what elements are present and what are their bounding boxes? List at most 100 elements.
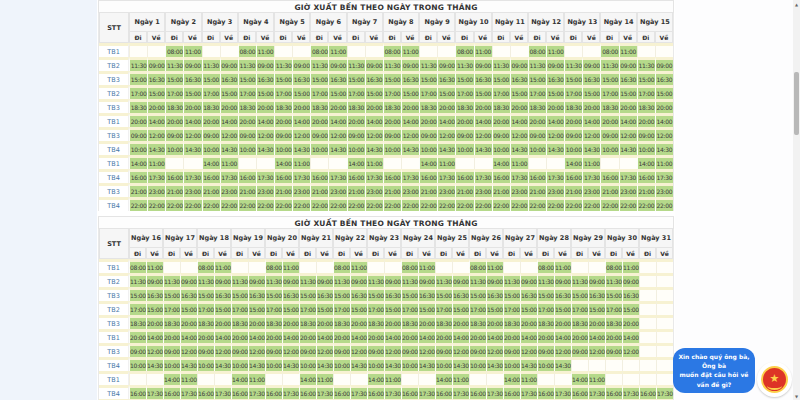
- return-time-cell: 14:30: [248, 357, 265, 371]
- depart-time-cell: [605, 357, 622, 371]
- depart-time-cell: [299, 259, 316, 273]
- depart-time-cell: 10:00: [274, 141, 292, 155]
- depart-time-cell: 16:00: [202, 169, 220, 183]
- depart-time-cell: 17:00: [455, 85, 473, 99]
- depart-time-cell: 15:00: [637, 71, 655, 85]
- scroll-down-icon[interactable]: ▼: [793, 392, 800, 400]
- return-time-cell: 11:00: [418, 259, 435, 273]
- depart-time-cell: 18:30: [367, 315, 384, 329]
- chat-greeting-bubble[interactable]: Xin chào quý ông bà, Ông bà muốn đặt câu…: [673, 348, 755, 393]
- depart-time-cell: 08:00: [605, 259, 622, 273]
- return-time-cell: 20:00: [546, 99, 564, 113]
- depart-time-cell: 17:00: [637, 85, 655, 99]
- day-header: Ngày 13: [564, 13, 600, 32]
- return-time-cell: 17:30: [384, 385, 401, 399]
- depart-time-cell: [605, 371, 622, 385]
- depart-time-cell: [333, 371, 350, 385]
- return-time-cell: 09:00: [452, 273, 469, 287]
- depart-time-cell: 17:00: [571, 301, 588, 315]
- depart-time-cell: 09:00: [503, 343, 520, 357]
- table-grid: STTNgày 16Ngày 17Ngày 18Ngày 19Ngày 20Ng…: [98, 229, 674, 400]
- depart-time-cell: 08:00: [600, 43, 618, 57]
- return-time-cell: 23:00: [147, 183, 165, 197]
- day-header: Ngày 15: [637, 13, 673, 32]
- depart-time-cell: [163, 259, 180, 273]
- return-time-cell: 14:30: [214, 357, 231, 371]
- day-header: Ngày 27: [503, 229, 537, 248]
- depart-time-cell: 14:00: [492, 155, 510, 169]
- depart-time-cell: 22:00: [419, 197, 437, 211]
- vertical-scrollbar[interactable]: ▲ ▼: [793, 0, 800, 400]
- return-time-cell: 14:30: [146, 357, 163, 371]
- return-time-cell: [520, 259, 537, 273]
- return-time-cell: [588, 259, 605, 273]
- return-time-cell: 20:00: [146, 315, 163, 329]
- return-time-cell: 11:00: [452, 371, 469, 385]
- depart-time-cell: 15:00: [435, 287, 452, 301]
- return-time-cell: 14:00: [256, 113, 274, 127]
- depart-time-cell: 15:00: [238, 71, 256, 85]
- return-time-cell: 09:00: [147, 57, 165, 71]
- return-subheader: Về: [365, 32, 383, 43]
- depart-time-cell: 10:00: [435, 357, 452, 371]
- depart-time-cell: 16:00: [347, 169, 365, 183]
- depart-subheader: Đi: [238, 32, 256, 43]
- return-time-cell: 14:00: [474, 113, 492, 127]
- scrollbar-thumb[interactable]: [794, 72, 799, 135]
- return-time-cell: 14:00: [520, 329, 537, 343]
- depart-time-cell: 22:00: [129, 197, 147, 211]
- return-subheader: Về: [622, 248, 639, 259]
- scroll-up-icon[interactable]: ▲: [793, 0, 800, 8]
- return-time-cell: 09:00: [214, 273, 231, 287]
- depart-time-cell: 18:30: [333, 315, 350, 329]
- return-time-cell: 16:30: [384, 287, 401, 301]
- return-time-cell: [214, 371, 231, 385]
- depart-time-cell: 17:00: [367, 301, 384, 315]
- depart-time-cell: 11:30: [469, 273, 486, 287]
- depart-time-cell: 14:00: [637, 155, 655, 169]
- depart-time-cell: 10:00: [265, 357, 282, 371]
- return-time-cell: 15:00: [510, 85, 528, 99]
- stt-header: STT: [99, 13, 129, 43]
- return-time-cell: 12:00: [248, 343, 265, 357]
- depart-time-cell: 21:00: [347, 183, 365, 197]
- return-subheader: Về: [554, 248, 571, 259]
- depart-time-cell: 09:00: [637, 127, 655, 141]
- depart-time-cell: 10:00: [347, 141, 365, 155]
- return-time-cell: 15:00: [520, 301, 537, 315]
- return-time-cell: 11:00: [582, 155, 600, 169]
- return-time-cell: 11:00: [486, 259, 503, 273]
- depart-time-cell: 20:00: [197, 329, 214, 343]
- return-time-cell: 22:00: [220, 197, 238, 211]
- return-time-cell: 14:00: [183, 113, 201, 127]
- return-time-cell: 11:00: [316, 371, 333, 385]
- depart-time-cell: 15:00: [383, 71, 401, 85]
- return-time-cell: 16:30: [328, 71, 346, 85]
- trip-label: TB1: [99, 259, 129, 273]
- return-time-cell: 20:00: [220, 99, 238, 113]
- chat-widget-avatar[interactable]: ★: [757, 362, 792, 397]
- depart-time-cell: 17:00: [274, 85, 292, 99]
- depart-time-cell: 18:30: [455, 99, 473, 113]
- return-time-cell: 14:00: [655, 113, 673, 127]
- return-time-cell: [588, 357, 605, 371]
- depart-time-cell: 20:00: [299, 329, 316, 343]
- depart-time-cell: 08:00: [129, 259, 146, 273]
- return-time-cell: [486, 371, 503, 385]
- depart-time-cell: 10:00: [492, 141, 510, 155]
- return-time-cell: 16:30: [520, 287, 537, 301]
- depart-time-cell: 20:00: [492, 113, 510, 127]
- depart-time-cell: 11:30: [571, 273, 588, 287]
- return-time-cell: 23:00: [510, 183, 528, 197]
- return-time-cell: 09:00: [220, 57, 238, 71]
- return-time-cell: 14:00: [588, 329, 605, 343]
- depart-time-cell: 14:00: [129, 155, 147, 169]
- depart-time-cell: 11:30: [238, 57, 256, 71]
- return-subheader: Về: [220, 32, 238, 43]
- depart-time-cell: 09:00: [265, 343, 282, 357]
- depart-time-cell: 14:00: [564, 155, 582, 169]
- depart-time-cell: 17:00: [419, 85, 437, 99]
- depart-time-cell: 21:00: [383, 183, 401, 197]
- left-gutter: [0, 0, 97, 400]
- day-header: Ngày 16: [129, 229, 163, 248]
